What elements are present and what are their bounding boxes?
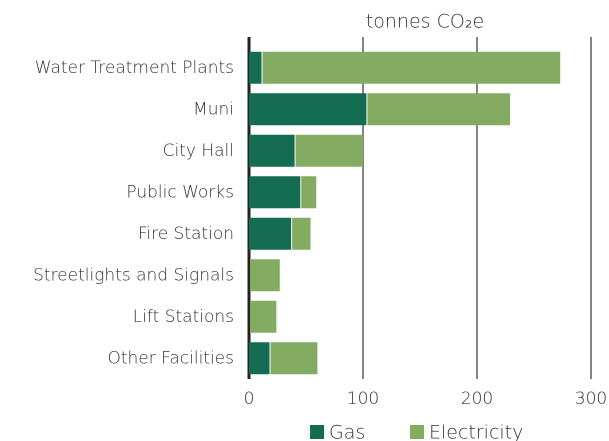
y-tick-label: Lift Stations xyxy=(133,307,234,327)
y-tick-label: Fire Station xyxy=(138,224,234,244)
chart-title: tonnes CO₂e xyxy=(366,11,484,33)
bar-segment xyxy=(367,93,511,126)
y-tick-label: Other Facilities xyxy=(107,348,234,368)
legend-swatch xyxy=(410,425,424,439)
bar-segment xyxy=(249,51,262,84)
y-tick-label: Streetlights and Signals xyxy=(33,265,234,285)
bar-segment xyxy=(249,217,292,250)
y-tick-label: Muni xyxy=(193,99,234,119)
bar-segment xyxy=(249,176,301,209)
x-tick-label: 200 xyxy=(461,389,493,409)
bar-segment xyxy=(262,51,561,84)
bar-segment xyxy=(250,259,280,292)
x-tick-label: 100 xyxy=(347,389,379,409)
bar-segment xyxy=(295,134,363,167)
y-tick-label: City Hall xyxy=(163,141,234,161)
bar-segment xyxy=(249,134,295,167)
y-tick-label: Water Treatment Plants xyxy=(35,58,234,78)
bar-segment xyxy=(249,342,270,375)
legend-label: Gas xyxy=(329,422,365,441)
x-tick-label: 0 xyxy=(244,389,255,409)
legend-label: Electricity xyxy=(429,422,523,441)
bar-segment xyxy=(249,93,367,126)
y-tick-label: Public Works xyxy=(126,182,234,202)
bar-segment xyxy=(292,217,311,250)
bar-segment xyxy=(250,300,277,333)
x-tick-label: 300 xyxy=(575,389,607,409)
bar-segment xyxy=(301,176,317,209)
bar-segment xyxy=(270,342,318,375)
legend-swatch xyxy=(310,425,324,439)
